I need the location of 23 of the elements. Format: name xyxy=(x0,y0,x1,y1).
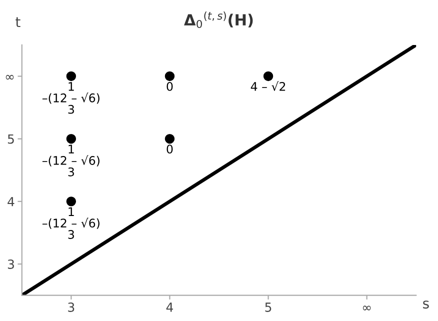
point xyxy=(263,71,274,82)
annotation: 1 –(12 – √6) 3 xyxy=(42,207,100,239)
annotation: 1 –(12 – √6) 3 xyxy=(42,144,100,176)
x-tick-label: 3 xyxy=(68,302,74,312)
x-tick-label: 4 xyxy=(166,302,173,312)
y-tick-label: 3 xyxy=(8,259,14,269)
point xyxy=(66,196,76,206)
point xyxy=(164,134,175,144)
annotation: 1 –(12 – √6) 3 xyxy=(42,82,100,114)
y-tick-label: 4 xyxy=(8,197,14,206)
y-tick-label: 5 xyxy=(8,134,14,144)
point xyxy=(66,71,76,82)
annotation: 0 xyxy=(166,144,173,154)
annotation: 0 xyxy=(166,82,173,91)
annotation: 4 – √2 xyxy=(250,81,286,91)
x-axis-title: s xyxy=(423,300,429,309)
y-axis-title: t xyxy=(16,17,20,28)
point xyxy=(164,71,175,82)
point xyxy=(66,134,76,144)
x-tick-label: ∞ xyxy=(362,306,371,310)
x-tick-label: 5 xyxy=(265,302,272,312)
y-tick-label: ∞ xyxy=(6,74,14,80)
chart-title: Δ$_{0}$$^{(t,s)}$(H) xyxy=(184,11,253,28)
